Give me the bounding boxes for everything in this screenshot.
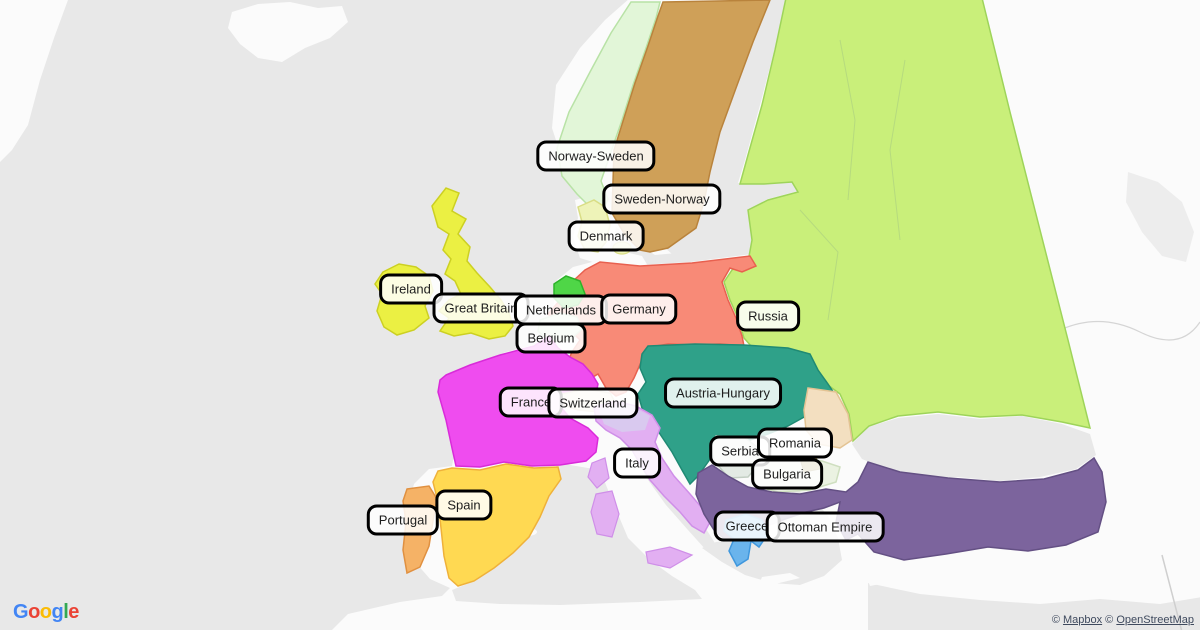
country-label-bulgaria[interactable]: Bulgaria [751, 458, 823, 490]
country-label-norway-sweden[interactable]: Norway-Sweden [536, 140, 656, 172]
map-attribution: © Mapbox © OpenStreetMap [1052, 614, 1194, 626]
google-logo[interactable]: Google [13, 601, 79, 624]
country-border-line [1059, 320, 1200, 341]
iceland-landmass [228, 2, 348, 62]
country-label-ireland[interactable]: Ireland [379, 273, 443, 305]
country-label-netherlands[interactable]: Netherlands [513, 294, 609, 326]
region-sicily[interactable] [645, 546, 694, 569]
google-logo-letter: G [13, 601, 29, 623]
west-mediterranean-sea [452, 463, 702, 605]
google-logo-letter: e [68, 601, 79, 623]
country-label-italy[interactable]: Italy [613, 447, 661, 479]
black-sea [852, 414, 1096, 481]
country-label-romania[interactable]: Romania [756, 427, 834, 459]
russia-province-border [889, 59, 906, 241]
country-label-portugal[interactable]: Portugal [366, 504, 440, 536]
google-logo-letter: l [63, 601, 69, 623]
region-corsica[interactable] [587, 457, 610, 489]
russia-province-border [799, 209, 839, 321]
attribution-link[interactable]: OpenStreetMap [1116, 614, 1194, 626]
country-label-austria-hungary[interactable]: Austria-Hungary [664, 377, 782, 409]
attribution-link[interactable]: Mapbox [1062, 614, 1103, 626]
russia-province-border [839, 39, 856, 201]
attribution-text: © [1102, 614, 1117, 626]
country-label-sweden-norway[interactable]: Sweden-Norway [602, 183, 722, 215]
white-sea [1126, 172, 1194, 262]
country-label-switzerland[interactable]: Switzerland [547, 387, 639, 419]
rhodes-island [866, 573, 890, 586]
country-label-spain[interactable]: Spain [435, 489, 493, 521]
region-sardinia[interactable] [590, 490, 620, 538]
country-label-great-britain[interactable]: Great Britain [432, 292, 530, 324]
google-logo-letter: g [51, 601, 64, 623]
attribution-text: © [1051, 614, 1063, 626]
google-logo-letter: o [28, 601, 40, 623]
east-mediterranean-sea [868, 583, 1200, 630]
country-label-ottoman-empire[interactable]: Ottoman Empire [765, 511, 885, 543]
google-logo-letter: o [39, 601, 52, 623]
greenland-landmass [0, 0, 68, 162]
country-label-denmark[interactable]: Denmark [567, 220, 645, 252]
country-label-belgium[interactable]: Belgium [515, 322, 587, 354]
region-border-line [1161, 554, 1183, 630]
country-label-germany[interactable]: Germany [600, 293, 678, 325]
country-label-russia[interactable]: Russia [736, 300, 800, 332]
cyprus-island [1030, 562, 1075, 578]
crete-island [760, 573, 800, 584]
